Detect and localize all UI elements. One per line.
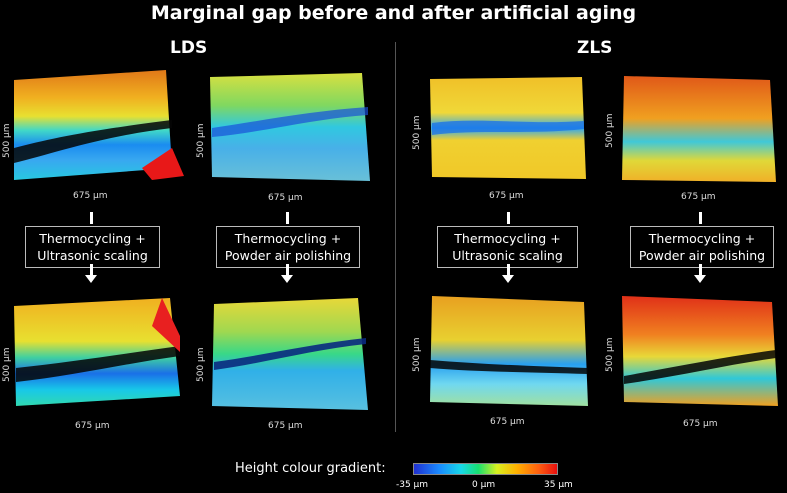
arrow-stem [90,264,93,276]
height-color-gradient-bar [413,463,558,475]
x-axis-label: 675 µm [268,193,303,203]
arrow-stem [286,264,289,276]
surface-lds-before-ultrasonic [14,70,184,180]
x-axis-label: 675 µm [73,191,108,201]
y-axis-label: 500 µm [412,337,422,372]
x-axis-label: 675 µm [489,191,524,201]
arrow-down-icon [502,275,514,283]
arrow-down-icon [694,275,706,283]
arrow-stem [90,212,93,224]
surface-lds-after-powder [212,298,368,410]
surface-zls-after-ultrasonic [430,296,588,406]
arrow-down-icon [85,275,97,283]
arrow-stem [507,264,510,276]
arrow-stem [507,212,510,224]
x-axis-label: 675 µm [268,421,303,431]
process-box-lds-powder: Thermocycling + Powder air polishing [216,226,360,268]
surface-lds-before-powder [210,73,370,181]
legend-max-label: 35 µm [544,480,573,490]
legend-label: Height colour gradient: [235,461,386,476]
group-title-zls: ZLS [577,38,613,58]
surface-zls-after-powder [622,296,778,406]
x-axis-label: 675 µm [681,192,716,202]
x-axis-label: 675 µm [683,419,718,429]
arrow-stem [699,212,702,224]
surface-zls-before-ultrasonic [430,77,586,179]
y-axis-label: 500 µm [605,113,615,148]
surface-lds-after-ultrasonic [14,298,180,406]
group-title-lds: LDS [170,38,208,58]
figure-title: Marginal gap before and after artificial… [150,2,637,24]
legend-min-label: -35 µm [396,480,429,490]
y-axis-label: 500 µm [196,347,206,382]
x-axis-label: 675 µm [75,421,110,431]
arrow-stem [699,264,702,276]
process-box-lds-ultrasonic: Thermocycling + Ultrasonic scaling [25,226,160,268]
arrow-stem [286,212,289,224]
y-axis-label: 500 µm [2,347,12,382]
legend-mid-label: 0 µm [472,480,496,490]
y-axis-label: 500 µm [605,337,615,372]
y-axis-label: 500 µm [2,123,12,158]
arrow-down-icon [281,275,293,283]
group-divider [395,42,396,432]
x-axis-label: 675 µm [490,417,525,427]
process-box-zls-powder: Thermocycling + Powder air polishing [630,226,774,268]
surface-zls-before-powder [622,76,776,182]
y-axis-label: 500 µm [196,123,206,158]
y-axis-label: 500 µm [412,115,422,150]
process-box-zls-ultrasonic: Thermocycling + Ultrasonic scaling [437,226,578,268]
